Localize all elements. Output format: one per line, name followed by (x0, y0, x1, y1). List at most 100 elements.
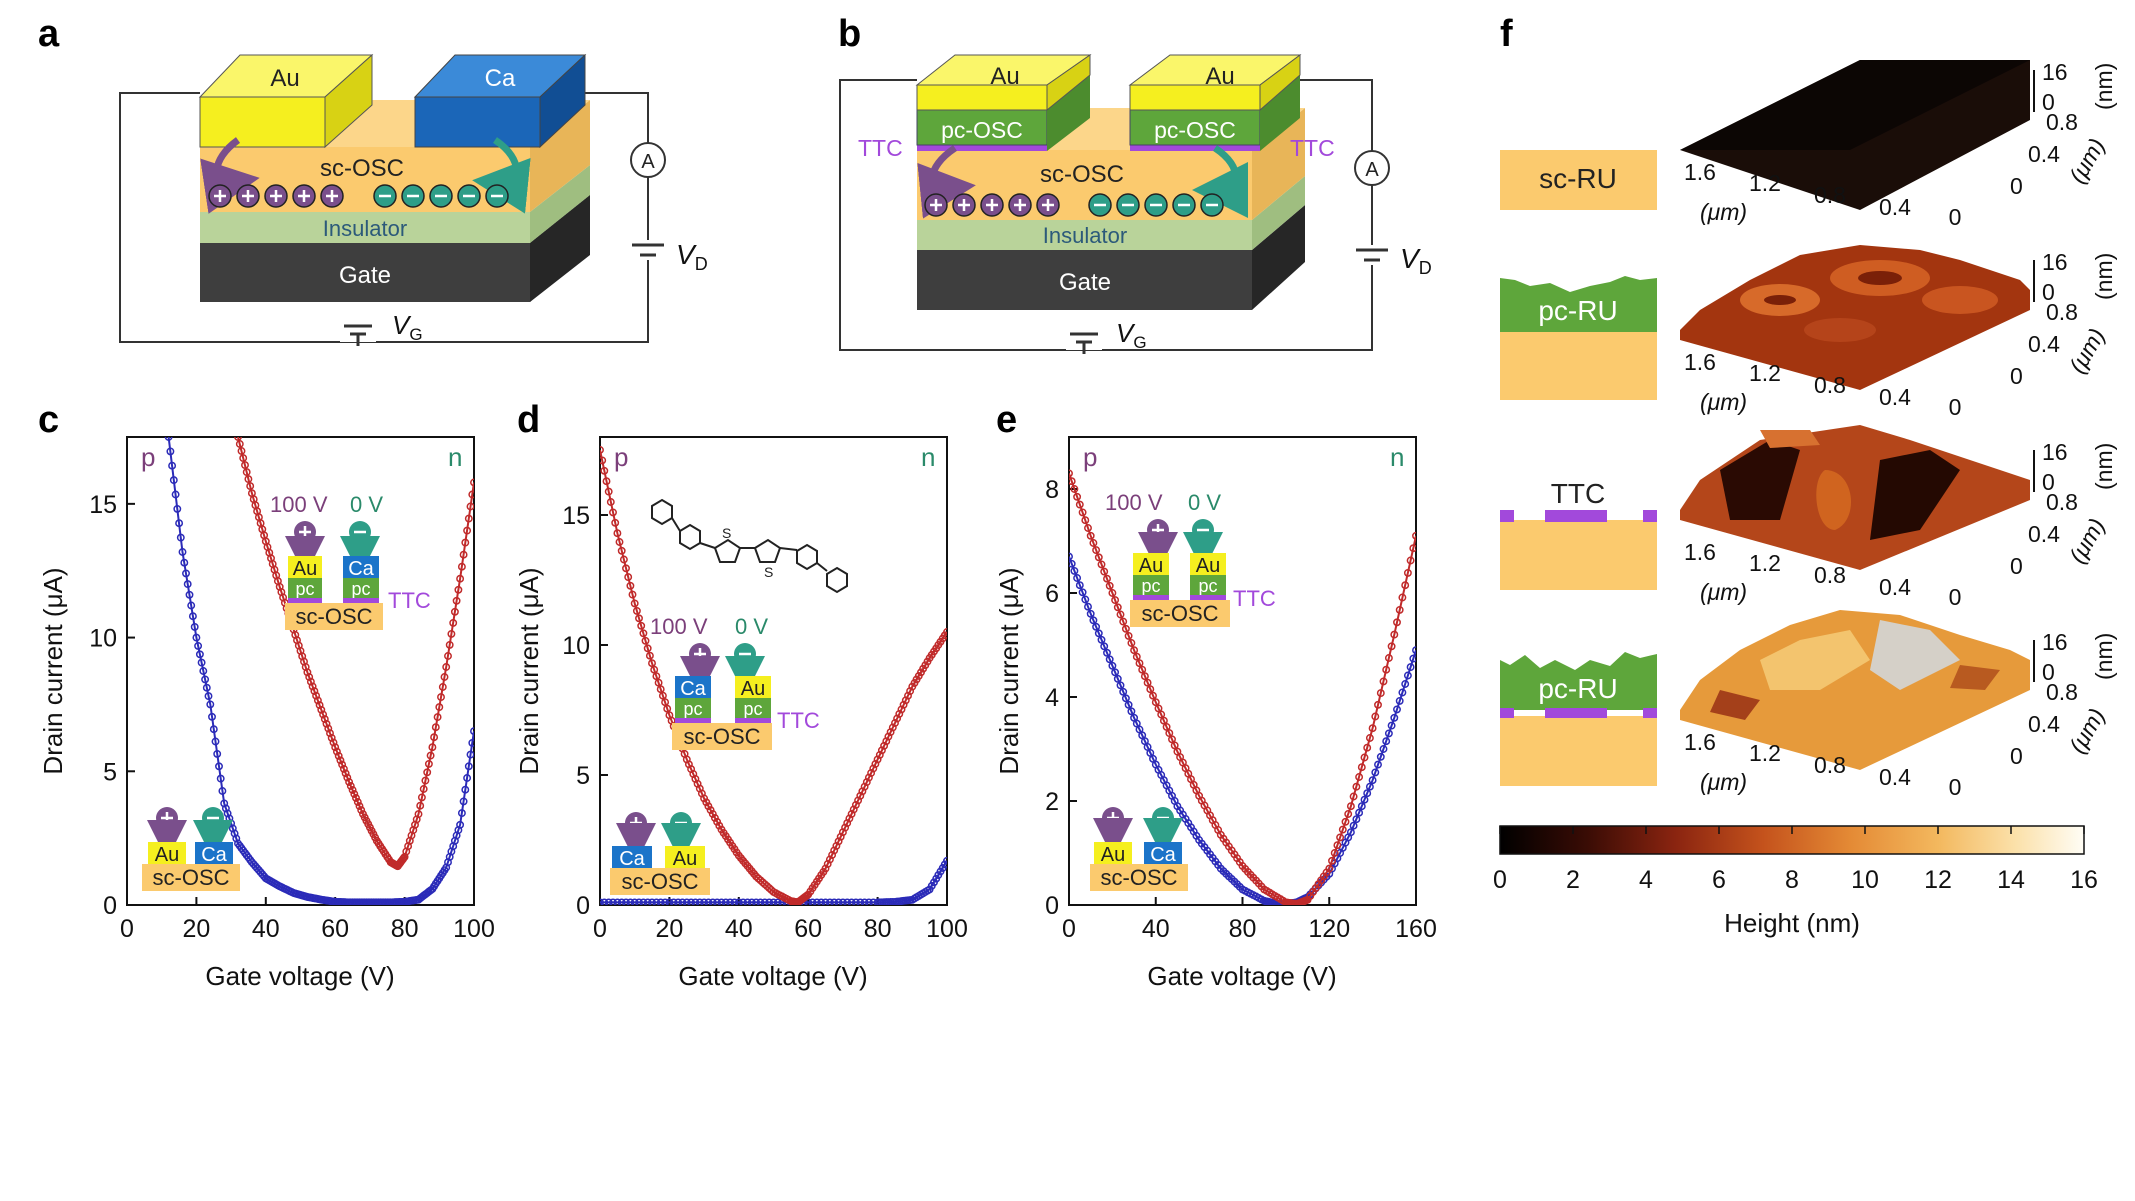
insulator-layer (917, 220, 1252, 250)
data-point (1092, 546, 1101, 555)
z-tick-label: 16 (2042, 629, 2068, 655)
data-point (204, 692, 213, 701)
data-point (1105, 581, 1114, 590)
data-point (1124, 631, 1133, 640)
ammeter-icon (1354, 150, 1390, 186)
data-point (1346, 828, 1355, 837)
afm-row-pc-ru: pc-RU (1500, 245, 2030, 400)
data-point (1111, 668, 1120, 677)
data-point (830, 846, 839, 855)
data-point (904, 691, 912, 700)
data-point (1357, 802, 1366, 811)
data-point (600, 466, 609, 475)
data-point (461, 785, 470, 794)
y-tick-label: 0.8 (2046, 679, 2078, 705)
data-point (624, 573, 633, 582)
colorbar-tick-label: 14 (1997, 866, 2025, 894)
data-point (315, 701, 324, 710)
schematic-pc-layer (1500, 276, 1657, 332)
device-diagram-b: Gate Insulator sc-OSC pc-OSC Au pc-OSC A… (839, 54, 1432, 354)
molecule-structure (651, 498, 848, 594)
x-tick-label: 60 (321, 915, 349, 943)
z-tick-label: 0 (2042, 659, 2055, 685)
data-point (466, 502, 474, 511)
data-point (1355, 808, 1364, 817)
schematic-sc-osc (1500, 150, 1657, 210)
data-point (1127, 639, 1136, 647)
data-point (327, 733, 336, 742)
data-point (346, 782, 355, 790)
x-tick-label: 0 (1062, 915, 1076, 943)
data-point (834, 898, 843, 905)
data-point (888, 723, 897, 732)
data-point (1406, 556, 1415, 565)
data-point (847, 810, 856, 818)
data-point (760, 898, 769, 905)
data-point (234, 437, 242, 441)
inset-electrode-left: Au (1101, 844, 1125, 866)
data-point (1069, 552, 1073, 561)
inset-electrode-left: Au (1139, 555, 1163, 577)
device-diagram-a: Gate Insulator sc-OSC Au Ca (119, 53, 708, 346)
colorbar-ticks: 0 2 4 6 8 10 12 14 16 (1493, 826, 2098, 894)
x-axis-label: Gate voltage (V) (1147, 961, 1336, 991)
ttc-layer-right (1130, 145, 1260, 151)
y-tick-label: 0.4 (2028, 711, 2060, 737)
data-point (1089, 539, 1098, 547)
colorbar-tick-label: 6 (1712, 866, 1726, 894)
au-left-label: Au (990, 63, 1019, 90)
z-unit-label: (nm) (2091, 633, 2117, 680)
inset-electrode-right: Ca (201, 844, 227, 866)
data-point (1103, 574, 1111, 583)
vg-label: VG (1116, 318, 1147, 352)
y-unit-label: (μm) (2064, 704, 2110, 758)
data-point (600, 456, 607, 465)
data-point (756, 898, 765, 905)
data-point (1149, 691, 1157, 700)
data-point (1333, 841, 1342, 850)
circuit-wire (119, 92, 649, 343)
z-tick-label: 0 (2042, 469, 2055, 495)
inset-ttc-label: TTC (777, 708, 820, 733)
row-label: pc-RU (1538, 673, 1617, 704)
chart-panel-d: 0 20 40 60 80 100 0 5 10 15 Gate voltage (V) Drai… (514, 436, 968, 991)
y-tick-label: 5 (103, 758, 117, 786)
data-point (1069, 469, 1073, 478)
data-point (357, 806, 366, 815)
data-point (183, 580, 192, 589)
data-point (1084, 524, 1092, 532)
data-point (1146, 685, 1155, 694)
inset-pc-left: pc (295, 579, 314, 599)
inset-electrode-right: Ca (1150, 844, 1176, 866)
data-point (1376, 752, 1385, 761)
data-point (223, 809, 232, 818)
series-2 (600, 446, 947, 905)
x-tick-label: 40 (252, 915, 280, 943)
au-electrode (199, 96, 326, 148)
data-point (1328, 856, 1336, 865)
data-point (173, 504, 182, 513)
data-point (1371, 712, 1380, 721)
series-layer (164, 437, 474, 905)
panel-label-e: e (996, 399, 1017, 441)
electron-icon (734, 643, 756, 665)
data-point (632, 606, 641, 615)
data-point (1108, 661, 1117, 670)
data-point (464, 514, 473, 523)
inset-electrode-right: Au (741, 678, 765, 700)
data-point (438, 683, 447, 691)
data-point (1081, 516, 1090, 525)
z-unit-label: (nm) (2091, 63, 2117, 110)
series-line (600, 860, 947, 904)
data-point (1075, 500, 1084, 509)
device-inset-top: 100 V 0 V Au Au pc pc TTC sc-OSC (1105, 490, 1276, 627)
data-point (619, 555, 628, 564)
x-tick-label: 40 (725, 915, 753, 943)
data-point (1103, 648, 1111, 657)
data-point (1341, 817, 1350, 826)
x-tick-label: 160 (1395, 915, 1437, 943)
data-point (648, 659, 656, 668)
data-point (202, 683, 211, 692)
circuit-wire (839, 79, 1373, 351)
inset-voltage-right: 0 V (350, 492, 383, 517)
